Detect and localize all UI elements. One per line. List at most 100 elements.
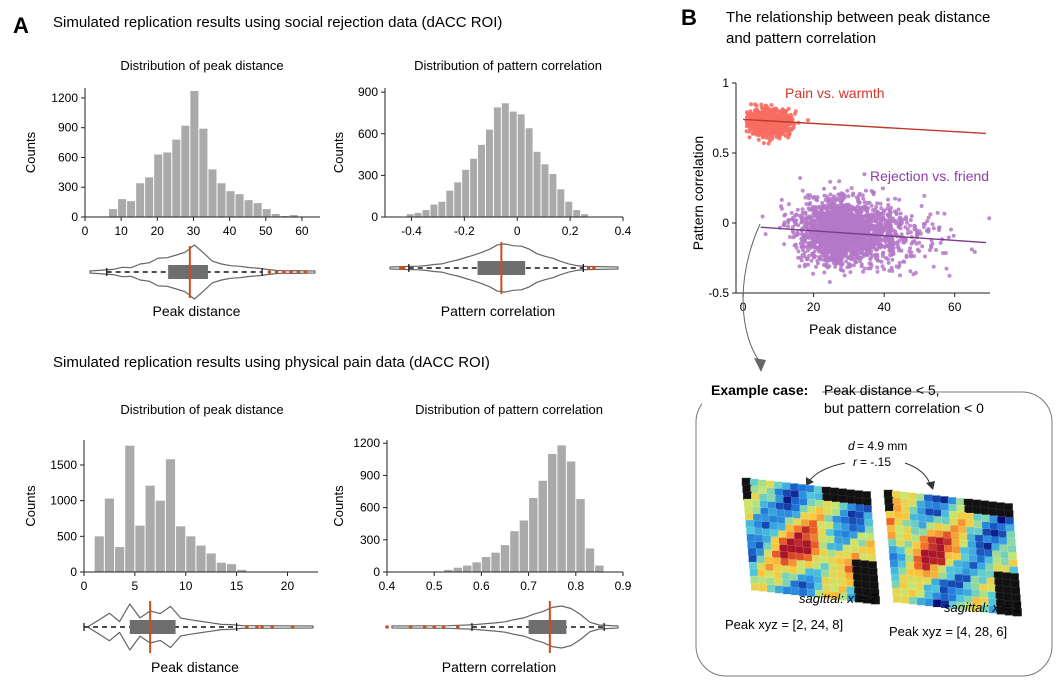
scatter-point-rejection [886, 260, 891, 265]
scatter-point-pain [758, 126, 763, 130]
brain-voxel [747, 547, 757, 556]
scatter-point-pain [756, 137, 761, 142]
scatter-point-rejection [799, 258, 804, 263]
brain-voxel [749, 561, 759, 570]
scatter-point-rejection [830, 253, 834, 258]
x-tick-label: 10 [114, 224, 128, 238]
scatter-point-pain [761, 141, 766, 146]
x-tick-label: 0.9 [615, 579, 632, 593]
scatter-point-rejection [833, 210, 838, 215]
histogram-bar [217, 183, 226, 217]
scatter-point-rejection [799, 220, 804, 225]
scatter-point-rejection [875, 265, 880, 270]
y-tick-label: 500 [57, 529, 77, 543]
scatter-point-rejection [870, 208, 875, 212]
scatter-point-rejection [848, 208, 853, 213]
scatter-point-rejection [861, 225, 866, 230]
scatter-point-rejection [859, 205, 864, 210]
histogram-bar [208, 169, 217, 217]
histogram-bar [94, 536, 104, 572]
scatter-point-rejection [890, 269, 895, 273]
scatter-point-rejection [829, 232, 834, 236]
y-tick-label: 1200 [51, 91, 78, 105]
scatter-point-pain [765, 113, 770, 118]
brain-voxel [766, 584, 776, 593]
histogram-bar [125, 445, 135, 572]
fit-line-pain [743, 118, 987, 135]
histogram-bar [549, 174, 557, 217]
scatter-point-pain [766, 135, 771, 140]
right-peak-xyz: Peak xyz = [4, 28, 6] [889, 624, 1007, 639]
outlier-point [260, 625, 264, 629]
scatter-point-rejection [779, 206, 784, 211]
scatter-point-rejection [931, 264, 936, 269]
scatter-point-rejection [763, 232, 768, 237]
scatter-point-rejection [870, 212, 874, 217]
scatter-point-rejection [837, 217, 842, 222]
scatter-point-rejection [791, 235, 796, 240]
scatter-point-rejection [820, 201, 825, 205]
scatter-point-rejection [928, 212, 933, 217]
scatter-point-pain [778, 111, 783, 116]
example-line1: Peak distance < 5, [824, 382, 940, 398]
scatter-point-rejection [850, 213, 855, 218]
outlier-point [385, 625, 389, 629]
violin-outline [88, 603, 314, 651]
histogram-bar [176, 526, 186, 572]
scatter-point-rejection [944, 266, 949, 271]
histogram-bar [127, 201, 136, 217]
brain-voxel [744, 512, 754, 521]
x-axis-label: Peak distance [153, 303, 241, 319]
outlier-point [270, 625, 275, 629]
scatter-point-rejection [887, 230, 892, 235]
scatter-point-pain [770, 136, 775, 141]
scatter-point-rejection [782, 242, 787, 247]
scatter-point-rejection [889, 265, 894, 270]
scatter-point-rejection [866, 228, 871, 233]
scatter-point-rejection [883, 237, 888, 242]
scatter-point-rejection [901, 240, 906, 245]
brain-voxel [924, 598, 934, 607]
scatter-point-rejection [902, 259, 907, 264]
scatter-point-rejection [891, 250, 896, 255]
y-tick-label: 0 [373, 565, 380, 579]
x-tick-label: 5 [132, 579, 139, 593]
scatter-point-pain [786, 135, 791, 140]
scatter-point-rejection [907, 249, 912, 254]
x-tick-label: 0.4 [615, 224, 632, 238]
scatter-point-rejection [862, 218, 867, 223]
series-label-pain: Pain vs. warmth [785, 85, 885, 101]
outlier-point [399, 266, 403, 270]
histogram-bar [289, 215, 298, 217]
scatter-point-rejection [807, 207, 812, 212]
scatter-point-rejection [885, 243, 889, 248]
histogram-bar [573, 210, 581, 217]
x-tick-label: 0 [514, 224, 521, 238]
scatter-point-rejection [791, 216, 795, 220]
scatter-point-rejection [845, 223, 850, 228]
brain-voxel [886, 524, 896, 533]
scatter-point-rejection [882, 267, 887, 272]
panel-a-title-pain: Simulated replication results using phys… [53, 354, 490, 371]
brain-voxel [888, 538, 898, 547]
scatter-point-rejection [854, 245, 858, 250]
outlier-point [274, 270, 279, 274]
panel-b-letter: B [681, 5, 697, 30]
scatter-point-rejection [879, 206, 884, 211]
scatter-point-rejection [853, 222, 858, 226]
scatter-point-pain [769, 103, 774, 107]
histogram-bar [136, 183, 145, 217]
x-tick-label: 0.4 [379, 579, 396, 593]
histogram-bar [517, 114, 525, 217]
scatter-point-pain [772, 123, 777, 128]
scatter-point-rejection [935, 210, 940, 215]
brain-voxel [885, 510, 895, 519]
brain-voxel [749, 568, 759, 577]
y-tick-label: 0 [71, 210, 78, 224]
scatter-x-tick-label: 20 [807, 300, 821, 314]
scatter-point-pain [753, 131, 758, 136]
scatter-point-rejection [811, 209, 816, 214]
brain-voxel [932, 599, 942, 608]
histogram-bar [253, 203, 262, 217]
histogram-bar [115, 547, 125, 572]
